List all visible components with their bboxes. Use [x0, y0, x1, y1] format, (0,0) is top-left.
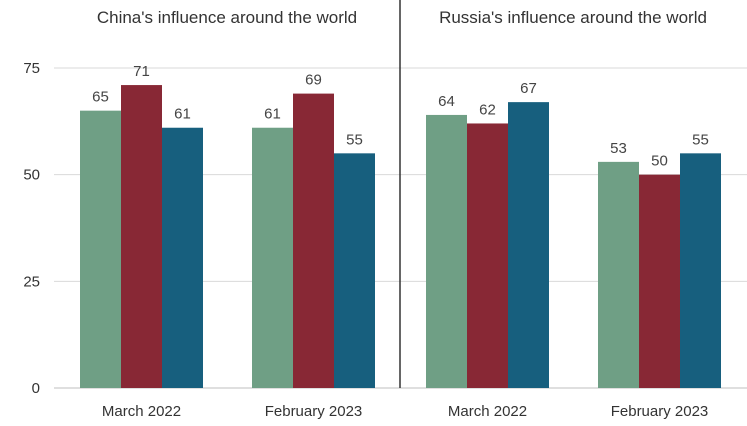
- category-label: March 2022: [448, 403, 527, 420]
- bar: [426, 114, 467, 388]
- data-label: 55: [346, 131, 363, 148]
- bar: [334, 153, 375, 388]
- panel-title-russia: Russia's influence around the world: [439, 8, 707, 27]
- bar: [293, 93, 334, 388]
- data-label: 61: [264, 106, 281, 123]
- category-label: March 2022: [102, 403, 181, 420]
- bar: [121, 85, 162, 389]
- y-tick-label: 75: [23, 60, 40, 77]
- category-label: February 2023: [265, 403, 363, 420]
- data-label: 55: [692, 131, 709, 148]
- panel-russia: Russia's influence around the world 64 62…: [426, 8, 721, 420]
- data-label: 62: [479, 101, 496, 118]
- bar: [639, 174, 680, 388]
- data-label: 53: [610, 140, 627, 157]
- bar: [508, 102, 549, 388]
- data-label: 50: [651, 153, 668, 170]
- data-label: 71: [133, 63, 150, 80]
- bars-china: 65 71 61 March 2022 61 69 55 February 2023: [80, 63, 375, 420]
- bar: [680, 153, 721, 388]
- panel-title-china: China's influence around the world: [97, 8, 357, 27]
- data-label: 69: [305, 72, 322, 89]
- data-label: 61: [174, 106, 191, 123]
- bar: [80, 110, 121, 389]
- y-tick-label: 0: [32, 380, 40, 397]
- data-label: 65: [92, 89, 109, 106]
- category-label: February 2023: [611, 403, 709, 420]
- y-tick-label: 50: [23, 167, 40, 184]
- bar: [598, 161, 639, 388]
- panel-china: China's influence around the world 65716…: [80, 8, 375, 420]
- data-label: 67: [520, 80, 537, 97]
- y-tick-label: 25: [23, 273, 40, 290]
- y-axis: 0 25 50 75: [23, 60, 40, 397]
- bars-russia: 64 62 67 March 2022 53 50 55 February 2023: [426, 80, 721, 420]
- data-label: 64: [438, 93, 455, 110]
- bar: [162, 127, 203, 388]
- bar: [467, 123, 508, 388]
- bar: [252, 127, 293, 388]
